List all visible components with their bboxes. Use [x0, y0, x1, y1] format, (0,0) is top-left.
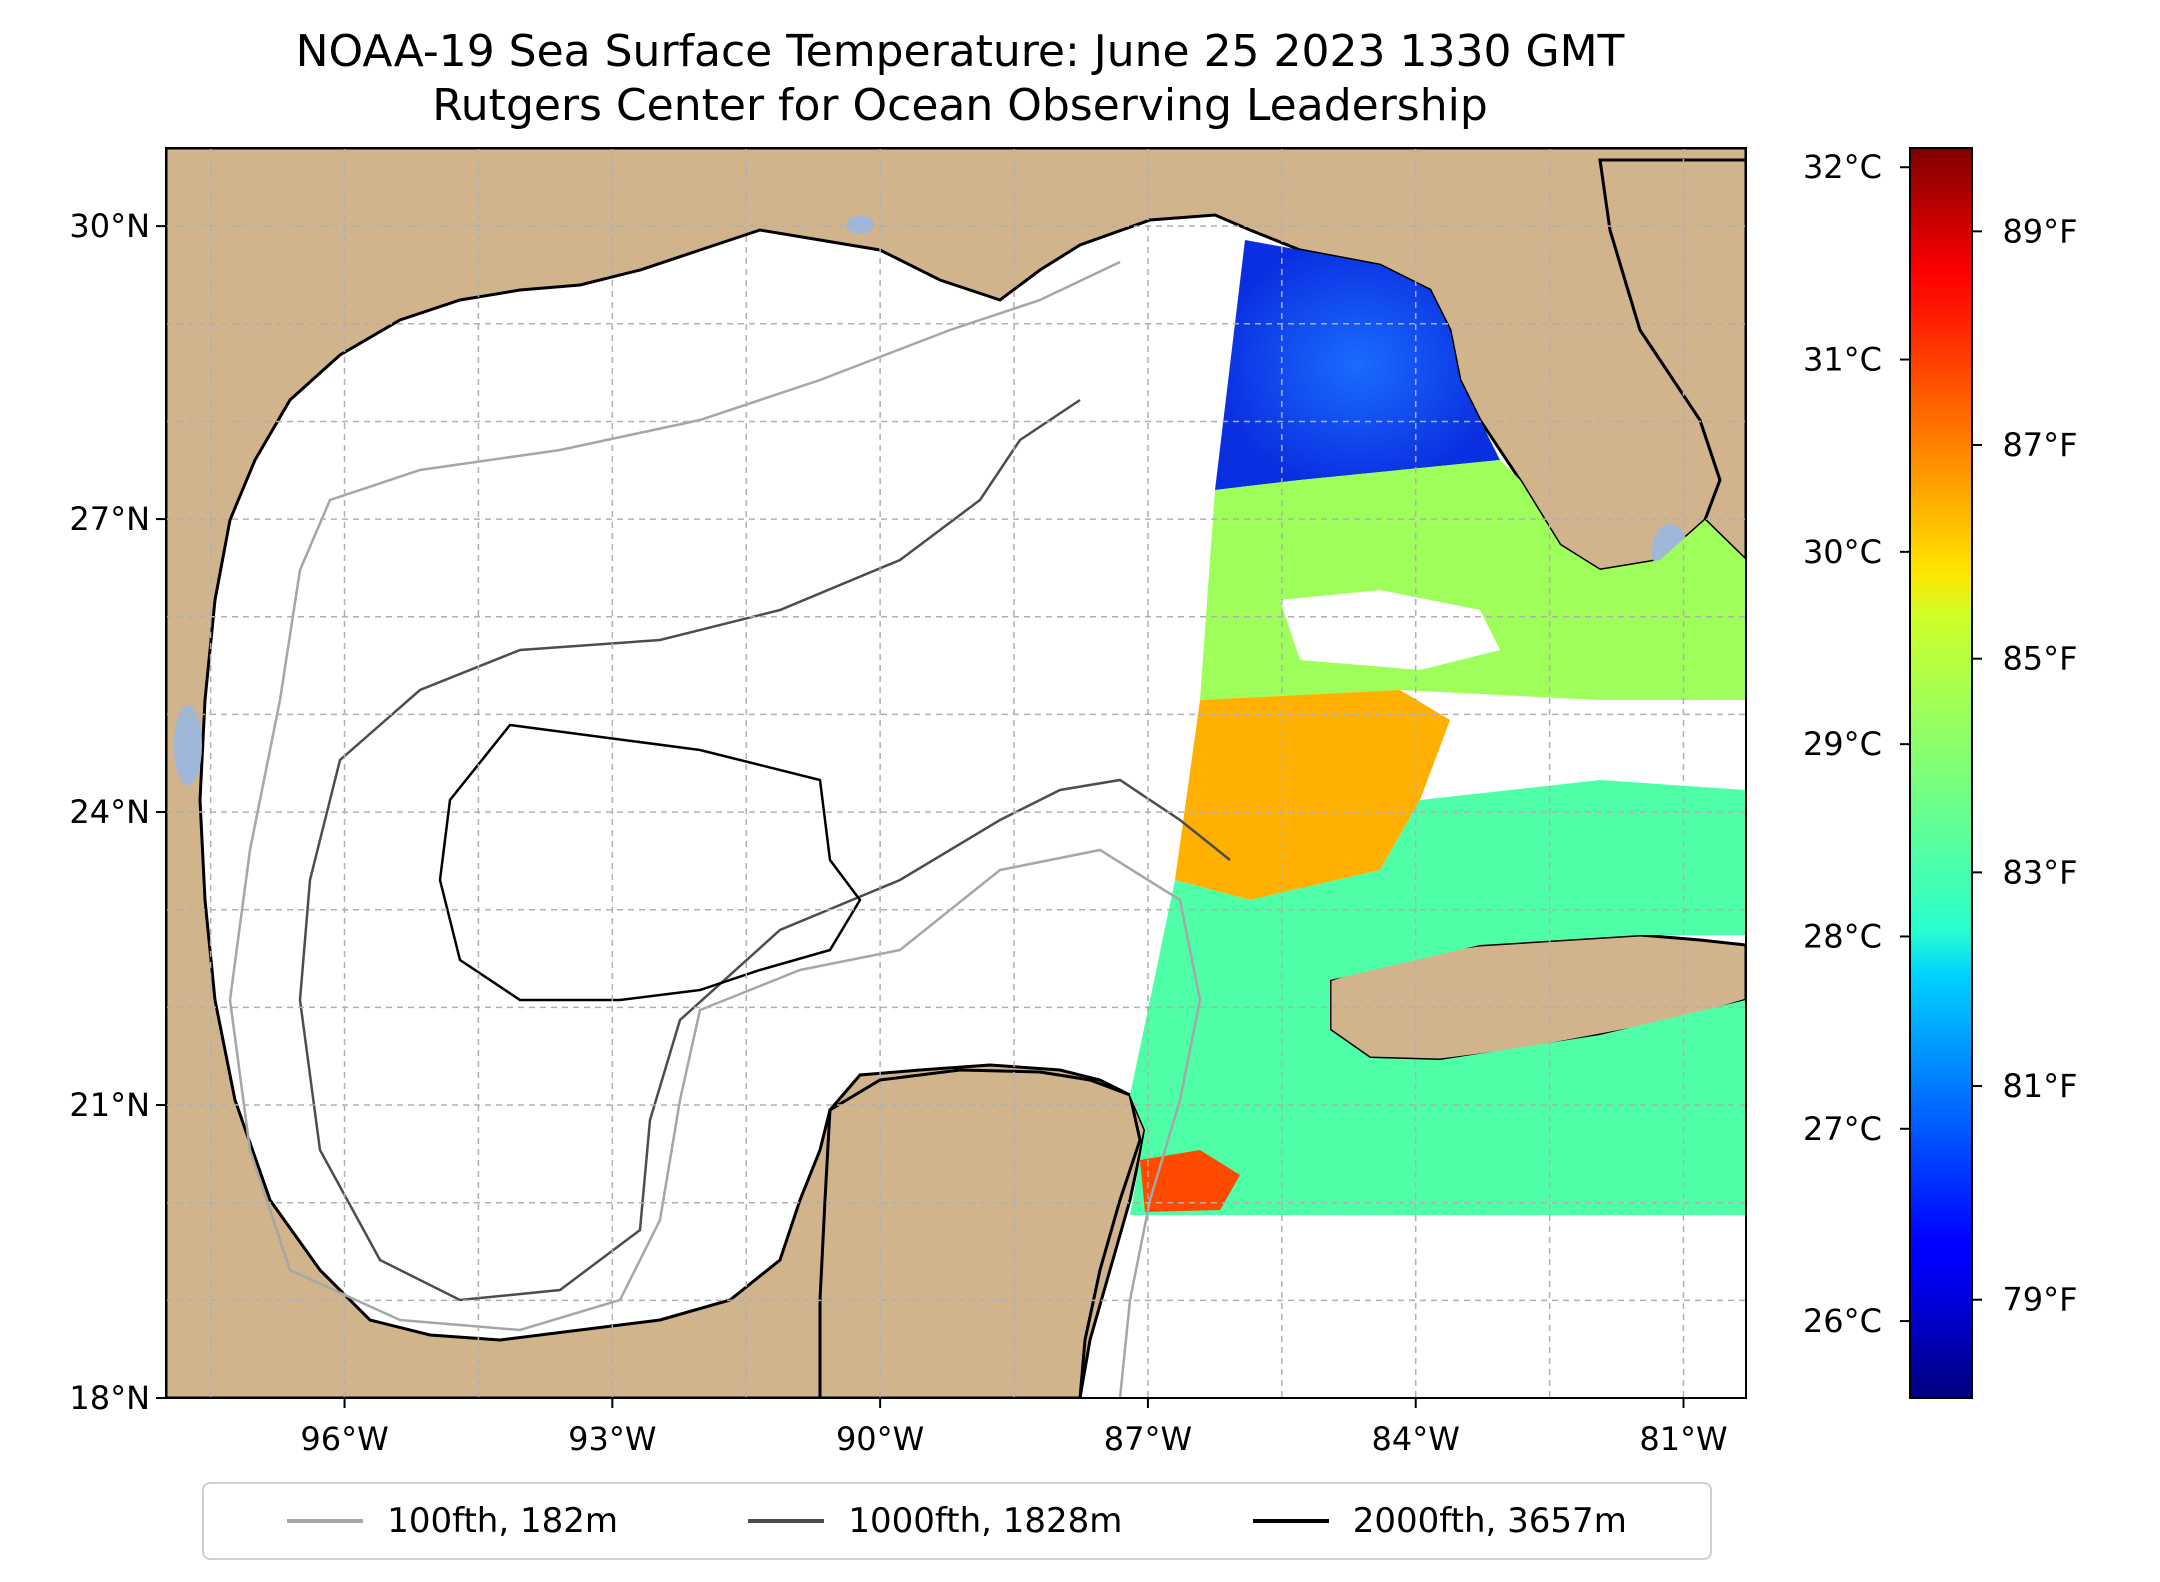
fahrenheit-tick-label: 89°F — [2002, 212, 2077, 250]
lake — [174, 705, 202, 785]
lat-tick-label: 30°N — [69, 207, 150, 245]
map-frame — [165, 147, 1747, 1399]
legend-swatch — [1252, 1519, 1329, 1523]
legend-item-100fth: 100fth, 182m — [287, 1501, 618, 1541]
lon-tick-label: 81°W — [1639, 1420, 1727, 1458]
celsius-tick-label: 28°C — [1803, 917, 1882, 955]
sst-swath — [1130, 240, 1746, 1215]
contour-1000fth — [298, 398, 1231, 1302]
sst-swath-south — [1130, 780, 1746, 1215]
legend-swatch — [287, 1519, 364, 1523]
lat-tick-label: 21°N — [69, 1086, 150, 1124]
legend-item-2000fth: 2000fth, 3657m — [1252, 1501, 1627, 1541]
lake — [846, 216, 874, 234]
land-florida — [1598, 158, 1746, 563]
map-axis-ticks: 18°N 21°N 24°N 27°N 30°N 96°W 93°W 90°W 87°W 84°W… — [69, 207, 1727, 1458]
lon-tick-label: 93°W — [568, 1420, 656, 1458]
legend-item-1000fth: 1000fth, 1828m — [748, 1501, 1122, 1541]
colorbar-ticks: 26°C 27°C 28°C 29°C 30°C 31°C 32°C 79°F 81°F 83°F… — [1803, 148, 2078, 1340]
fahrenheit-tick-label: 83°F — [2002, 853, 2077, 891]
legend-label: 100fth, 182m — [387, 1501, 618, 1541]
lat-tick-label: 24°N — [69, 793, 150, 831]
sst-swath-cloud — [1280, 590, 1500, 670]
celsius-tick-label: 26°C — [1803, 1302, 1882, 1340]
lat-tick-label: 27°N — [69, 500, 150, 538]
celsius-tick-label: 31°C — [1803, 341, 1882, 379]
map-panel: 18°N 21°N 24°N 27°N 30°N 96°W 93°W 90°W 87°W 84°W… — [69, 147, 1747, 1458]
legend-label: 1000fth, 1828m — [848, 1501, 1123, 1541]
contour-2000fth — [438, 723, 862, 1002]
lon-tick-label: 90°W — [836, 1420, 924, 1458]
contour-legend: 100fth, 182m 1000fth, 1828m 2000fth, 365… — [202, 1482, 1712, 1560]
sst-map-figure: 18°N 21°N 24°N 27°N 30°N 96°W 93°W 90°W 87°W 84°W… — [69, 147, 2078, 1458]
land-yucatan — [818, 1068, 1142, 1398]
celsius-tick-label: 27°C — [1803, 1110, 1882, 1148]
map-title: NOAA-19 Sea Surface Temperature: June 25… — [295, 26, 1625, 77]
legend-swatch — [748, 1519, 825, 1523]
sst-swath-hotspot — [1140, 1150, 1240, 1212]
legend-label: 2000fth, 3657m — [1352, 1501, 1627, 1541]
celsius-tick-label: 29°C — [1803, 725, 1882, 763]
celsius-tick-label: 32°C — [1803, 148, 1882, 186]
fahrenheit-tick-label: 79°F — [2002, 1281, 2077, 1319]
sst-swath-warm — [1175, 690, 1450, 900]
colorbar: 26°C 27°C 28°C 29°C 30°C 31°C 32°C 79°F 81°F 83°F… — [1803, 147, 2078, 1399]
colorbar-gradient — [1909, 147, 1973, 1399]
lon-tick-label: 87°W — [1104, 1420, 1192, 1458]
lat-tick-label: 18°N — [69, 1379, 150, 1417]
celsius-tick-label: 30°C — [1803, 533, 1882, 571]
sst-swath-north — [1215, 240, 1500, 490]
lon-tick-label: 84°W — [1372, 1420, 1460, 1458]
map-subtitle: Rutgers Center for Ocean Observing Leade… — [432, 80, 1488, 131]
fahrenheit-tick-label: 85°F — [2002, 640, 2077, 678]
bathymetry-contours — [228, 260, 1231, 1398]
fahrenheit-tick-label: 87°F — [2002, 426, 2077, 464]
lon-tick-label: 96°W — [300, 1420, 388, 1458]
fahrenheit-tick-label: 81°F — [2002, 1067, 2077, 1105]
contour-100fth — [228, 260, 1202, 1398]
